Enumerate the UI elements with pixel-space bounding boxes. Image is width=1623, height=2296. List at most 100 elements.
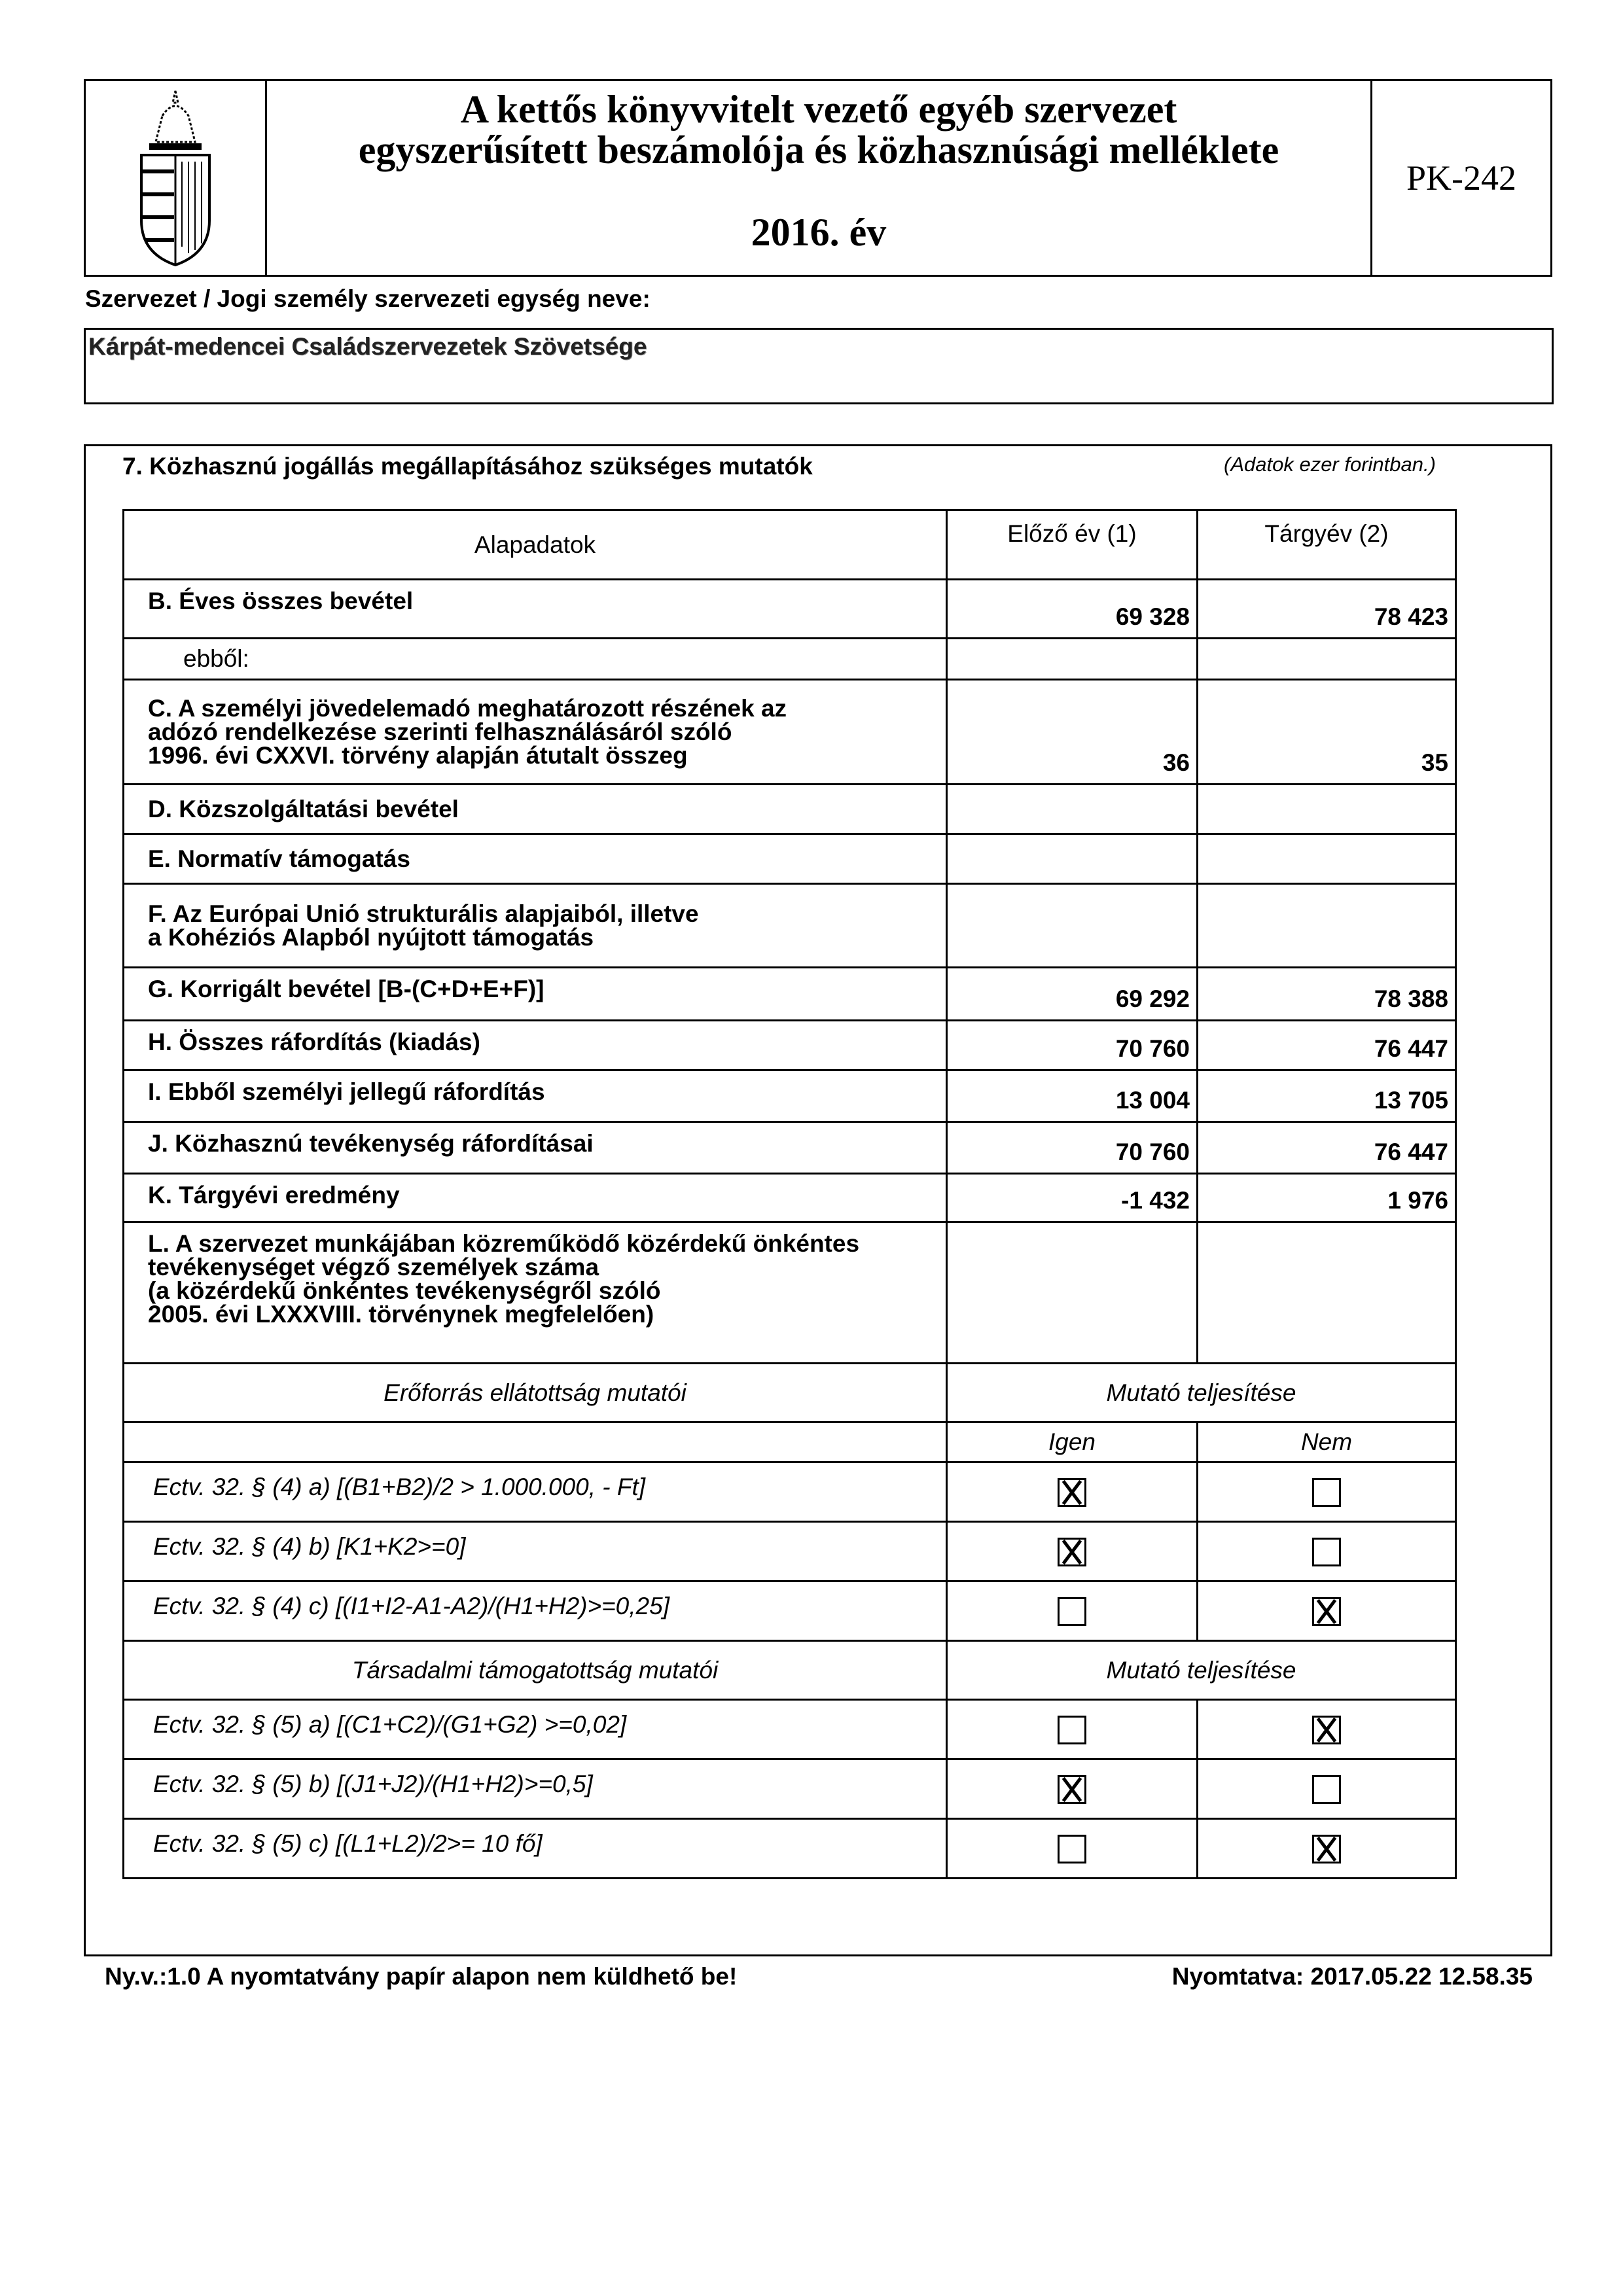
footer-version-note: Ny.v.:1.0 A nyomtatvány papír alapon nem… — [105, 1963, 738, 1990]
title-line-2: egyszerűsített beszámolója és közhasznús… — [358, 128, 1279, 171]
yes-checkbox[interactable] — [1058, 1715, 1086, 1744]
yes-cell — [946, 1580, 1198, 1642]
criterion-row: Ectv. 32. § (5) b) [(J1+J2)/(H1+H2)>=0,5… — [122, 1758, 1457, 1820]
criterion-row: Ectv. 32. § (5) c) [(L1+L2)/2>= 10 fő] — [122, 1818, 1457, 1879]
table-row: D. Közszolgáltatási bevétel — [122, 783, 1457, 835]
alapadatok-header: Alapadatok — [122, 509, 948, 580]
table-row: I. Ebből személyi jellegű ráfordítás 13 0… — [122, 1069, 1457, 1123]
current-year-value[interactable] — [1196, 883, 1457, 968]
current-year-value[interactable]: 76 447 — [1196, 1121, 1457, 1174]
indicators-table: Alapadatok Előző év (1) Tárgyév (2) B. Éves… — [122, 509, 1457, 1879]
indicators-section — [84, 444, 1552, 1956]
current-year-value[interactable] — [1196, 833, 1457, 885]
row-label: J. Közhasznú tevékenység ráfordításai — [122, 1121, 948, 1174]
form-code: PK-242 — [1406, 158, 1516, 198]
table-row: E. Normatív támogatás — [122, 833, 1457, 885]
yes-cell — [946, 1758, 1198, 1820]
yes-checkbox[interactable] — [1058, 1537, 1086, 1566]
no-checkbox[interactable] — [1312, 1477, 1341, 1507]
current-year-value[interactable]: 76 447 — [1196, 1019, 1457, 1071]
table-row: L. A szervezet munkájában közreműködő kö… — [122, 1221, 1457, 1364]
yes-header: Igen — [946, 1421, 1198, 1463]
yes-checkbox[interactable] — [1058, 1597, 1086, 1626]
form-title: A kettős könyvvitelt vezető egyéb szerve… — [267, 81, 1372, 275]
previous-year-value[interactable]: 70 760 — [946, 1019, 1198, 1071]
current-year-value[interactable] — [1196, 783, 1457, 835]
current-year-value[interactable]: 1 976 — [1196, 1173, 1457, 1223]
criterion-row: Ectv. 32. § (5) a) [(C1+C2)/(G1+G2) >=0,… — [122, 1699, 1457, 1760]
criterion-label: Ectv. 32. § (5) c) [(L1+L2)/2>= 10 fő] — [122, 1818, 948, 1879]
current-year-value[interactable] — [1196, 1221, 1457, 1364]
criterion-label: Ectv. 32. § (5) a) [(C1+C2)/(G1+G2) >=0,… — [122, 1699, 948, 1760]
table-row: F. Az Európai Unió strukturális alapjaib… — [122, 883, 1457, 968]
no-cell — [1196, 1521, 1457, 1582]
no-checkbox[interactable] — [1312, 1537, 1341, 1566]
previous-year-value[interactable] — [946, 883, 1198, 968]
yes-cell — [946, 1818, 1198, 1879]
table-row: H. Összes ráfordítás (kiadás) 70 760 76 44… — [122, 1019, 1457, 1071]
yes-checkbox[interactable] — [1058, 1834, 1086, 1863]
row-label: I. Ebből személyi jellegű ráfordítás — [122, 1069, 948, 1123]
no-cell — [1196, 1699, 1457, 1760]
table-header-row: Alapadatok Előző év (1) Tárgyév (2) — [122, 509, 1457, 580]
status-header: Mutató teljesítése — [946, 1362, 1457, 1423]
criterion-label: Ectv. 32. § (5) b) [(J1+J2)/(H1+H2)>=0,5… — [122, 1758, 948, 1820]
yes-cell — [946, 1699, 1198, 1760]
previous-year-value[interactable] — [946, 833, 1198, 885]
status-header: Mutató teljesítése — [946, 1640, 1457, 1701]
previous-year-value[interactable]: 13 004 — [946, 1069, 1198, 1123]
table-row: B. Éves összes bevétel 69 328 78 423 — [122, 578, 1457, 639]
table-row: G. Korrigált bevétel [B-(C+D+E+F)] 69 292… — [122, 966, 1457, 1021]
current-year-value[interactable]: 13 705 — [1196, 1069, 1457, 1123]
current-year-value[interactable]: 78 423 — [1196, 578, 1457, 639]
current-year-header: Tárgyév (2) — [1196, 509, 1457, 580]
current-year-value[interactable]: 35 — [1196, 679, 1457, 785]
table-row: ebből: — [122, 637, 1457, 680]
group-title: Társadalmi támogatottság mutatói — [122, 1640, 948, 1701]
row-label: C. A személyi jövedelemadó meghatározott… — [122, 679, 948, 785]
table-row: K. Tárgyévi eredmény -1 432 1 976 — [122, 1173, 1457, 1223]
yes-no-header-row: Igen Nem — [122, 1421, 1457, 1463]
row-label: F. Az Európai Unió strukturális alapjaib… — [122, 883, 948, 968]
row-label: K. Tárgyévi eredmény — [122, 1173, 948, 1223]
row-label: H. Összes ráfordítás (kiadás) — [122, 1019, 948, 1071]
criterion-row: Ectv. 32. § (4) c) [(I1+I2-A1-A2)/(H1+H2… — [122, 1580, 1457, 1642]
section-title: 7. Közhasznú jogállás megállapításához s… — [122, 453, 813, 480]
yes-cell — [946, 1521, 1198, 1582]
current-year-value[interactable]: 78 388 — [1196, 966, 1457, 1021]
previous-year-value[interactable] — [946, 1221, 1198, 1364]
previous-year-value[interactable]: -1 432 — [946, 1173, 1198, 1223]
no-cell — [1196, 1580, 1457, 1642]
row-label: B. Éves összes bevétel — [122, 578, 948, 639]
previous-year-value[interactable]: 69 328 — [946, 578, 1198, 639]
row-label: ebből: — [122, 637, 948, 680]
organization-label: Szervezet / Jogi személy szervezeti egys… — [85, 285, 651, 312]
no-checkbox[interactable] — [1312, 1775, 1341, 1804]
row-label: D. Közszolgáltatási bevétel — [122, 783, 948, 835]
row-label: G. Korrigált bevétel [B-(C+D+E+F)] — [122, 966, 948, 1021]
no-checkbox[interactable] — [1312, 1834, 1341, 1863]
table-row: J. Közhasznú tevékenység ráfordításai 70 … — [122, 1121, 1457, 1174]
footer-print-date: Nyomtatva: 2017.05.22 12.58.35 — [1171, 1963, 1533, 1990]
row-label: L. A szervezet munkájában közreműködő kö… — [122, 1221, 948, 1364]
no-cell — [1196, 1758, 1457, 1820]
criterion-row: Ectv. 32. § (4) a) [(B1+B2)/2 > 1.000.00… — [122, 1461, 1457, 1523]
title-line-1: A kettős könyvvitelt vezető egyéb szerve… — [460, 88, 1177, 131]
yes-checkbox[interactable] — [1058, 1477, 1086, 1507]
hungarian-coat-of-arms-icon — [86, 81, 267, 275]
previous-year-value[interactable] — [946, 783, 1198, 835]
previous-year-value[interactable] — [946, 637, 1198, 680]
no-header: Nem — [1196, 1421, 1457, 1463]
previous-year-value[interactable]: 36 — [946, 679, 1198, 785]
criterion-label: Ectv. 32. § (4) b) [K1+K2>=0] — [122, 1521, 948, 1582]
group-header-row: Erőforrás ellátottság mutatói Mutató telj… — [122, 1362, 1457, 1423]
previous-year-value[interactable]: 69 292 — [946, 966, 1198, 1021]
organization-name-field[interactable]: Kárpát-medencei Családszervezetek Szövet… — [84, 328, 1554, 404]
report-year: 2016. év — [751, 211, 887, 254]
group-header-row: Társadalmi támogatottság mutatói Mutató t… — [122, 1640, 1457, 1701]
no-checkbox[interactable] — [1312, 1715, 1341, 1744]
no-checkbox[interactable] — [1312, 1597, 1341, 1626]
previous-year-value[interactable]: 70 760 — [946, 1121, 1198, 1174]
yes-checkbox[interactable] — [1058, 1775, 1086, 1804]
current-year-value[interactable] — [1196, 637, 1457, 680]
